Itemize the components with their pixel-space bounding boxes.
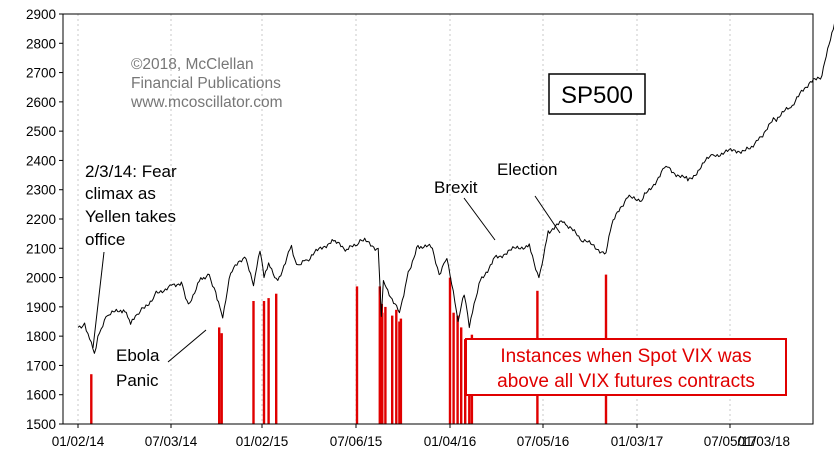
x-tick-label-5: 07/05/16 (517, 434, 570, 449)
copyright-line-1: ©2018, McClellan (131, 56, 254, 73)
chart-title: SP500 (561, 82, 633, 109)
x-tick-label-7: 07/05/17 (704, 434, 757, 449)
x-axis: 01/02/14 07/03/14 01/02/15 07/06/15 01/04/16… (52, 424, 790, 449)
y-tick-label-2: 1700 (26, 358, 56, 373)
copyright-line-2: Financial Publications (131, 75, 281, 92)
y-axis: 1500 1600 1700 1800 1900 2000 2100 2200 2300 2400… (26, 7, 63, 432)
vix-bar-1 (218, 327, 221, 424)
vix-bar-16 (399, 318, 403, 424)
vix-bar-20 (460, 327, 463, 424)
vix-legend-line-2: above all VIX futures contracts (497, 371, 755, 392)
x-tick-label-0: 01/02/14 (52, 434, 105, 449)
vix-bar-6 (275, 293, 278, 424)
vix-bar-4 (262, 301, 266, 424)
y-tick-label-10: 2500 (26, 124, 56, 139)
vix-bar-14 (395, 309, 398, 424)
y-tick-label-6: 2100 (26, 241, 56, 256)
vix-bar-18 (452, 312, 455, 424)
x-tick-label-8: 01/03/18 (737, 434, 790, 449)
vix-bar-0 (90, 374, 93, 424)
copyright-block: ©2018, McClellan Financial Publications … (130, 56, 283, 111)
y-tick-label-3: 1800 (26, 329, 56, 344)
annotation-brexit: Brexit (434, 178, 478, 197)
vix-bar-17 (448, 277, 452, 424)
x-tick-label-1: 07/03/14 (145, 434, 198, 449)
y-tick-label-5: 2000 (26, 271, 56, 286)
vix-bar-3 (252, 301, 255, 424)
annotation-yellen-line-4: office (85, 230, 125, 249)
chart-title-box (548, 73, 646, 115)
y-tick-label-7: 2200 (26, 212, 56, 227)
y-tick-label-4: 1900 (26, 300, 56, 315)
annotation-ebola-line-2: Panic (116, 371, 159, 390)
arrow-ebola (167, 329, 207, 363)
x-tick-label-6: 01/03/17 (611, 434, 664, 449)
sp500-line-0 (77, 23, 834, 354)
vix-bar-13 (391, 315, 394, 424)
vix-legend-box (465, 338, 787, 396)
sp500-series (77, 23, 834, 354)
arrow-yellen (92, 251, 105, 349)
y-tick-label-1: 1600 (26, 388, 56, 403)
annotation-yellen-line-1: 2/3/14: Fear (85, 162, 177, 181)
vix-bar-8 (378, 286, 381, 424)
annotation-arrows (92, 195, 561, 363)
arrow-brexit (463, 197, 496, 241)
y-tick-label-11: 2600 (26, 95, 56, 110)
vix-bar-7 (355, 286, 359, 424)
vix-bar-15 (398, 321, 401, 424)
x-tick-label-2: 01/02/15 (236, 434, 289, 449)
y-tick-label-8: 2300 (26, 183, 56, 198)
vix-bar-12 (384, 306, 387, 424)
annotation-ebola: Ebola Panic (116, 346, 160, 390)
y-tick-label-9: 2400 (26, 153, 56, 168)
y-tick-label-13: 2800 (26, 36, 56, 51)
vix-bar-11 (381, 312, 384, 424)
vix-bar-5 (267, 298, 270, 424)
annotation-election: Election (497, 160, 557, 179)
y-tick-label-12: 2700 (26, 66, 56, 81)
annotation-yellen-line-3: Yellen takes (85, 207, 176, 226)
arrow-election (534, 195, 561, 234)
x-tick-label-4: 01/04/16 (424, 434, 477, 449)
copyright-line-3: www.mcoscillator.com (130, 94, 283, 111)
x-tick-label-3: 07/06/15 (330, 434, 383, 449)
annotation-yellen: 2/3/14: Fear climax as Yellen takes offi… (85, 162, 177, 249)
vix-bar-19 (456, 315, 459, 424)
annotation-ebola-line-1: Ebola (116, 346, 160, 365)
vix-bar-2 (220, 333, 223, 424)
y-tick-label-14: 2900 (26, 7, 56, 22)
y-tick-label-0: 1500 (26, 417, 56, 432)
vix-legend-line-1: Instances when Spot VIX was (500, 346, 751, 367)
annotation-yellen-line-2: climax as (85, 184, 156, 203)
